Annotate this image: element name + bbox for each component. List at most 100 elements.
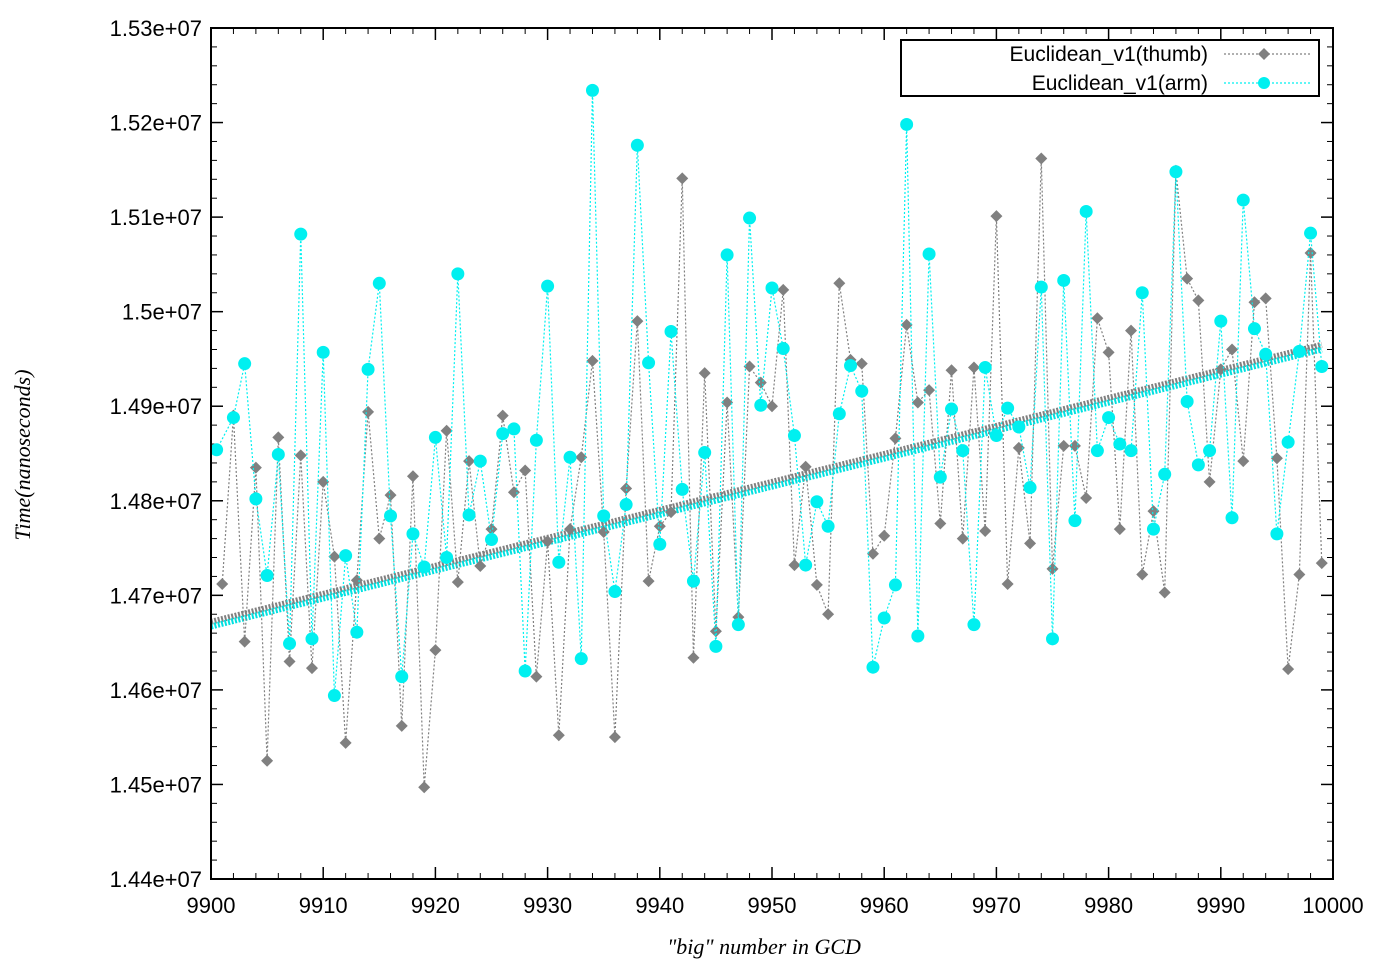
data-point <box>979 525 992 538</box>
data-point <box>384 489 397 502</box>
x-tick-label: 9950 <box>748 893 797 918</box>
data-point <box>564 523 577 536</box>
data-point <box>665 506 678 519</box>
data-point <box>1180 394 1194 408</box>
data-point <box>226 411 240 425</box>
data-point <box>877 611 891 625</box>
data-point <box>686 574 700 588</box>
data-point <box>956 532 969 545</box>
x-tick-label: 9920 <box>411 893 460 918</box>
data-point <box>429 644 442 657</box>
data-point <box>305 632 319 646</box>
data-point <box>754 376 767 389</box>
data-point <box>1270 527 1284 541</box>
y-tick-label: 1.44e+07 <box>110 867 202 892</box>
data-point <box>1046 632 1059 646</box>
trend-lines <box>210 341 1323 630</box>
data-point <box>900 117 914 131</box>
data-point <box>687 651 700 664</box>
data-point <box>1102 411 1116 425</box>
data-point <box>676 172 689 185</box>
data-point <box>698 446 712 460</box>
data-point <box>822 608 835 621</box>
data-point <box>261 754 274 767</box>
data-point <box>799 460 812 473</box>
data-point <box>316 345 330 359</box>
data-point <box>362 405 375 418</box>
plot-frame <box>210 27 1334 880</box>
data-point <box>888 578 902 592</box>
data-point <box>675 482 689 496</box>
trend-line <box>210 341 1323 625</box>
data-point <box>339 736 352 749</box>
data-point <box>754 398 768 412</box>
series-line <box>221 158 1323 788</box>
data-point <box>1315 557 1328 570</box>
data-point <box>519 464 532 477</box>
y-tick-label: 1.45e+07 <box>110 772 202 797</box>
data-point <box>1315 360 1329 374</box>
data-point <box>1292 344 1306 358</box>
data-point <box>328 550 341 563</box>
x-tick-label: 9900 <box>187 893 236 918</box>
data-point <box>1012 420 1026 434</box>
data-point <box>1158 467 1172 481</box>
data-point <box>642 356 656 370</box>
data-point <box>417 560 431 574</box>
data-point <box>216 577 229 590</box>
data-point <box>474 560 487 573</box>
data-point <box>350 625 364 639</box>
series-line <box>216 90 1323 696</box>
data-point <box>945 364 958 377</box>
data-point <box>1203 444 1217 458</box>
x-axis-title: "big" number in GCD <box>667 934 861 959</box>
data-point <box>1079 204 1093 218</box>
data-point <box>1281 435 1295 449</box>
data-point <box>989 429 1003 443</box>
data-point <box>1282 663 1295 676</box>
data-point <box>507 422 521 436</box>
data-point <box>765 281 779 295</box>
data-point <box>922 247 936 261</box>
x-tick-label: 9940 <box>635 893 684 918</box>
data-point <box>1226 343 1239 356</box>
data-point <box>709 639 723 653</box>
data-point <box>1068 514 1082 528</box>
x-tick-label: 10000 <box>1302 893 1363 918</box>
data-point <box>1001 577 1014 590</box>
data-point <box>810 495 824 509</box>
data-point <box>833 277 846 290</box>
data-point <box>967 361 980 374</box>
data-point <box>1259 347 1273 361</box>
data-point <box>911 396 924 409</box>
y-tick-label: 1.48e+07 <box>110 489 202 514</box>
data-point <box>541 279 555 293</box>
data-point <box>844 359 858 373</box>
data-point <box>967 618 981 632</box>
data-point <box>361 362 375 376</box>
data-point <box>350 574 363 587</box>
data-point <box>1270 452 1283 465</box>
data-point <box>473 454 487 468</box>
data-point <box>395 719 408 732</box>
data-point <box>575 451 588 464</box>
data-point <box>1169 165 1183 179</box>
data-point <box>620 482 633 495</box>
data-point <box>945 402 959 416</box>
data-point <box>698 367 711 380</box>
data-point <box>440 424 453 437</box>
data-point <box>1259 292 1272 305</box>
data-point <box>1247 322 1261 336</box>
data-point <box>1125 324 1138 337</box>
data-point <box>339 549 353 563</box>
data-point <box>585 83 599 97</box>
data-point <box>1146 522 1160 536</box>
data-point <box>1091 312 1104 325</box>
data-point <box>294 449 307 462</box>
data-point <box>777 283 790 296</box>
data-point <box>1090 444 1104 458</box>
data-point <box>653 537 667 551</box>
data-point <box>1080 491 1093 504</box>
data-point <box>664 325 678 339</box>
